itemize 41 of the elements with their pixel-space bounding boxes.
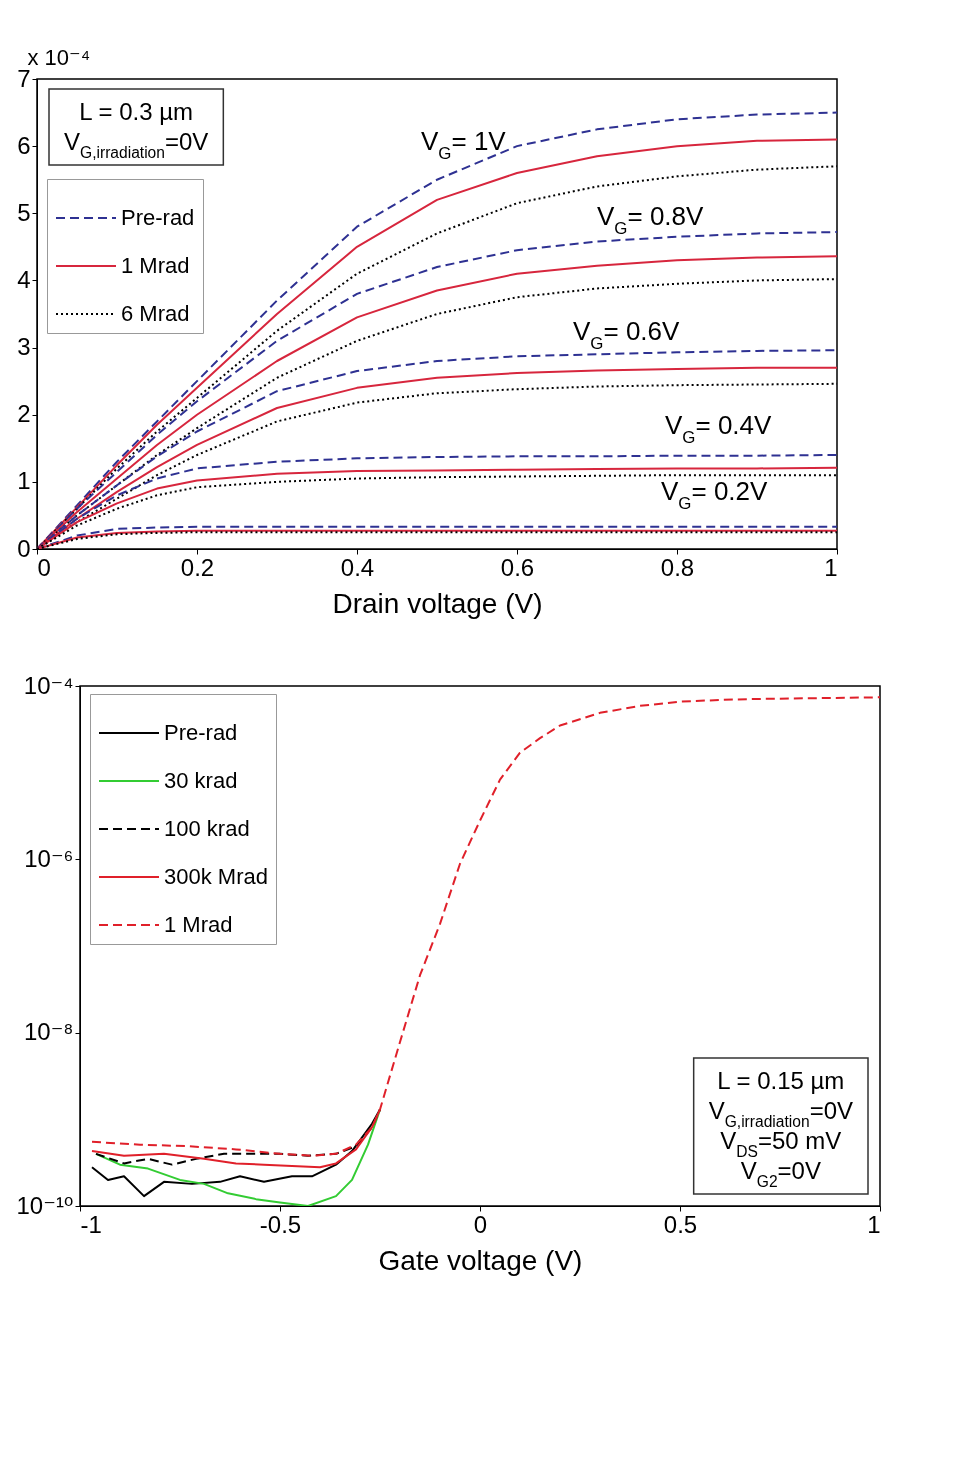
- y-tick-label: 10⁻⁴: [23, 671, 74, 699]
- x-tick-label: 0.5: [663, 1210, 698, 1238]
- y-tick-label: 1: [17, 467, 31, 495]
- x-axis-title: Gate voltage (V): [378, 1244, 583, 1276]
- x-tick-label: 0.8: [660, 553, 695, 581]
- y-tick-label: 6: [17, 131, 31, 159]
- x-tick-label: 0: [473, 1210, 488, 1238]
- legend-label: 30 krad: [164, 768, 238, 793]
- y-tick-label: 4: [17, 265, 31, 293]
- y-tick-label: 5: [17, 198, 31, 226]
- x-tick-label: 0.4: [340, 553, 375, 581]
- y-tick-label: 10⁻¹⁰: [16, 1191, 74, 1219]
- legend-label: Pre-rad: [121, 205, 195, 230]
- x-tick-label: -1: [80, 1210, 102, 1238]
- legend-label: 300k Mrad: [164, 864, 268, 889]
- y-tick-label: 0: [17, 534, 31, 562]
- legend-label: Pre-rad: [164, 720, 238, 745]
- x-tick-label: 1: [867, 1210, 881, 1238]
- annotation: V$_{G}$= 0.4V: [665, 409, 773, 447]
- annotation: V$_{G,irradiation}$=0V: [64, 128, 209, 162]
- annotation: V$_{G2}$=0V: [740, 1157, 821, 1191]
- y-tick-label: 2: [17, 400, 31, 428]
- y-tick-label: 10⁻⁶: [24, 844, 74, 872]
- legend-label: 1 Mrad: [164, 912, 233, 937]
- annotation: V$_{G}$= 0.2V: [661, 475, 769, 513]
- annotation: V$_{G}$= 0.6V: [573, 315, 681, 353]
- x-tick-label: 0.2: [180, 553, 215, 581]
- annotation: V$_{G}$= 1V: [421, 125, 507, 163]
- annotation: L = 0.15 µm: [717, 1067, 845, 1094]
- legend-label: 100 krad: [164, 816, 250, 841]
- x-tick-label: 1: [824, 553, 838, 581]
- x-tick-label: 0.6: [500, 553, 535, 581]
- y-tick-label: 3: [17, 333, 31, 361]
- annotation: L = 0.3 µm: [79, 98, 193, 125]
- annotation: V$_{G}$= 0.8V: [597, 200, 705, 238]
- annotation: V$_{G,irradiation}$=0V: [708, 1097, 853, 1131]
- legend-label: 1 Mrad: [121, 253, 190, 278]
- y-tick-label: 10⁻⁸: [24, 1018, 74, 1046]
- legend-label: 6 Mrad: [121, 301, 190, 326]
- x-axis-title: Drain voltage (V): [332, 587, 543, 619]
- x-tick-label: -0.5: [259, 1210, 302, 1238]
